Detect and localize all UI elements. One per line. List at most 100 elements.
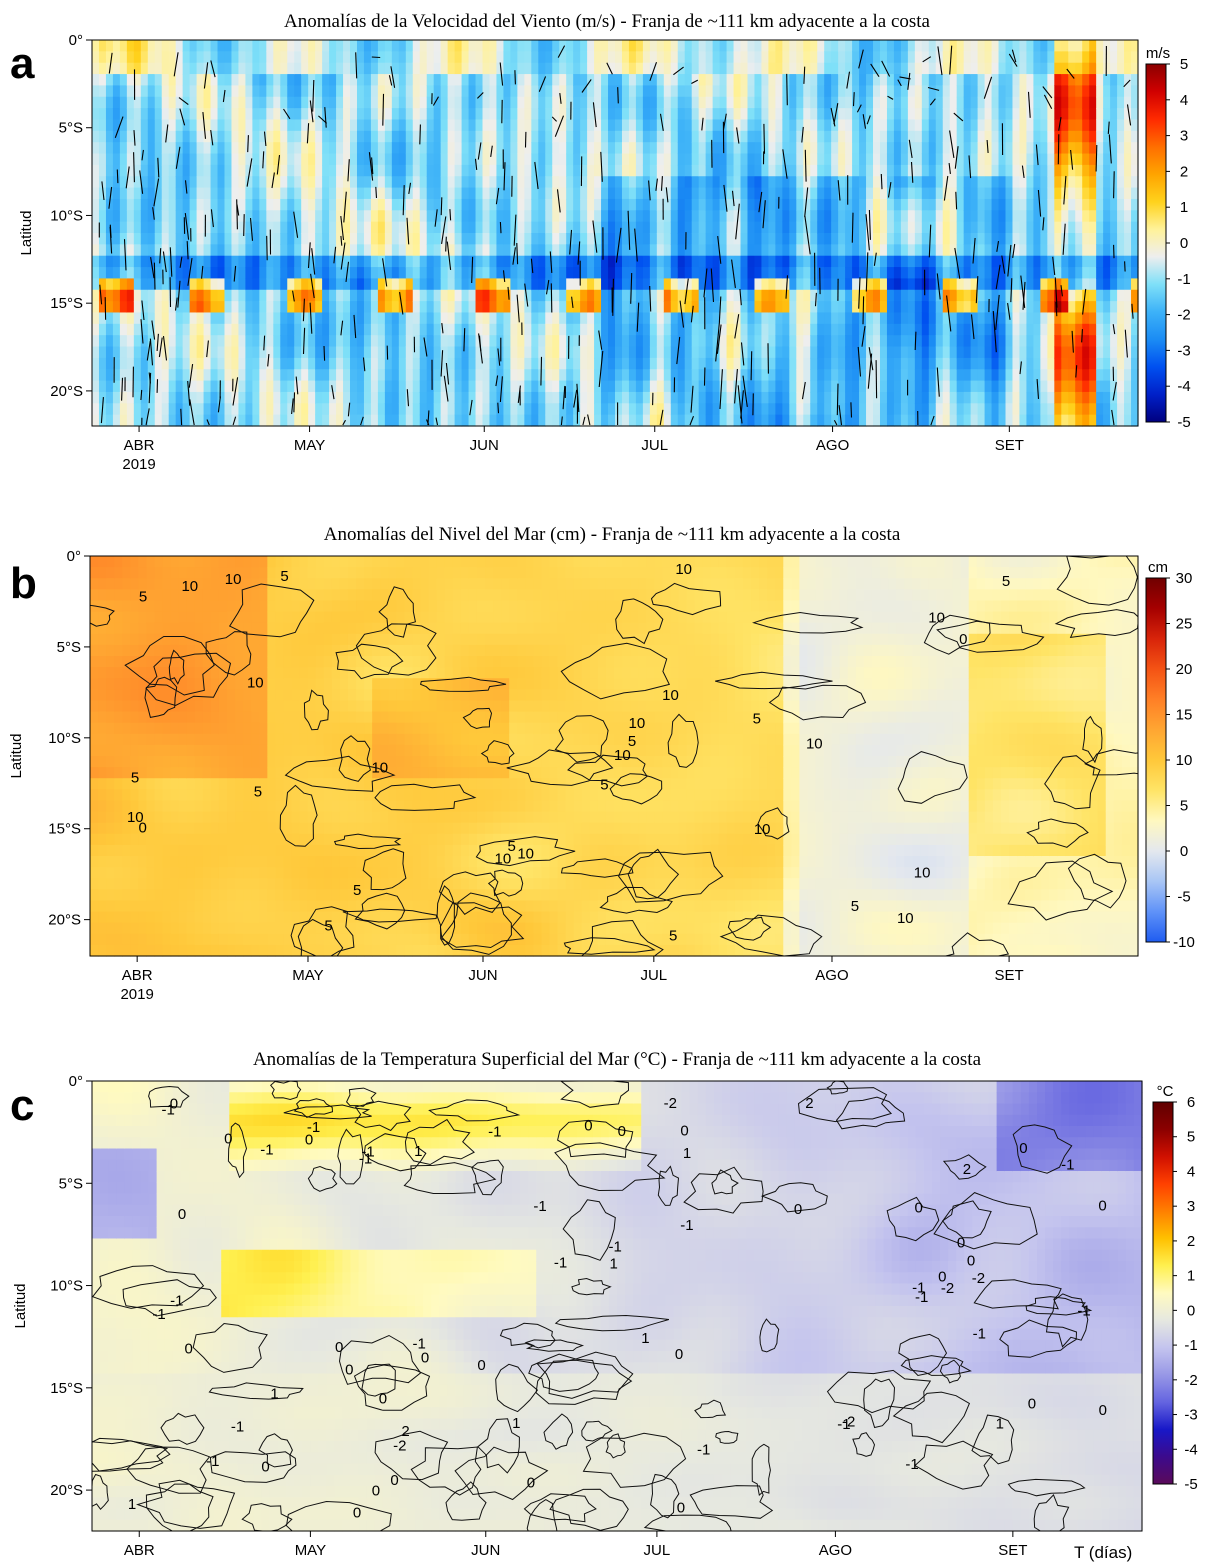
panel-a-cell: [440, 289, 449, 302]
panel-a-cell: [810, 62, 818, 75]
panel-a-cell: [489, 210, 498, 223]
panel-a-cell: [266, 323, 274, 336]
panel-a-cell: [900, 130, 909, 143]
panel-a-cell: [343, 335, 351, 348]
panel-a-cell: [336, 380, 344, 393]
panel-a-cell: [942, 221, 951, 234]
panel-a-cell: [573, 176, 581, 189]
panel-a-cell: [684, 289, 693, 302]
panel-a-cell: [608, 403, 616, 416]
panel-a-cell: [133, 198, 142, 211]
panel-a-cell: [1019, 278, 1028, 291]
panel-a-cell: [900, 380, 909, 393]
panel-a-cell: [294, 267, 302, 280]
panel-a-cell: [552, 85, 560, 98]
panel-a-cell: [1082, 51, 1090, 64]
panel-a-cell: [447, 323, 456, 336]
panel-a-cell: [768, 244, 776, 257]
panel-a-cell: [552, 255, 560, 268]
panel-a-cell: [740, 119, 749, 132]
panel-a-cell: [900, 164, 909, 177]
panel-a-cell: [782, 153, 790, 166]
panel-a-cell: [942, 301, 951, 314]
panel-a-cell: [468, 414, 477, 427]
panel-a-cell: [670, 323, 679, 336]
panel-a-cell: [859, 357, 867, 370]
panel-a-cell: [538, 210, 546, 223]
panel-a-cell: [454, 278, 463, 291]
panel-a-cell: [419, 414, 428, 427]
panel-a-cell: [733, 176, 742, 189]
panel-a-cell: [538, 278, 546, 291]
panel-a-cell: [210, 369, 219, 382]
panel-a-cell: [154, 335, 163, 348]
panel-a-cell: [315, 357, 323, 370]
panel-a-cell: [838, 323, 846, 336]
panel-a-cell: [133, 312, 142, 325]
panel-a-cell: [907, 142, 916, 155]
panel-a-cell: [956, 301, 965, 314]
panel-a-cell: [426, 346, 435, 359]
panel-a-cell: [182, 119, 191, 132]
panel-a-cell: [280, 278, 288, 291]
panel-a-cell: [873, 221, 881, 234]
panel-a-cell: [1054, 130, 1062, 143]
panel-a-cell: [1040, 289, 1048, 302]
panel-a-cell: [552, 187, 560, 200]
panel-a-cell: [1054, 198, 1062, 211]
panel-a-cell: [503, 403, 511, 416]
panel-a-cell: [991, 403, 1000, 416]
panel-a-cell: [775, 233, 783, 245]
panel-a-cell: [475, 164, 484, 177]
panel-a-cell: [315, 346, 323, 359]
panel-a-cell: [92, 301, 100, 314]
panel-a-cell: [1075, 244, 1083, 257]
panel-a-cell: [405, 108, 414, 121]
panel-a-cell: [92, 176, 100, 189]
panel-a-cell: [405, 278, 414, 291]
panel-a-cell: [691, 51, 700, 64]
panel-a-cell: [761, 164, 770, 177]
panel-a-cell: [893, 357, 902, 370]
panel-a-cell: [705, 244, 714, 257]
panel-a-cell: [984, 187, 993, 200]
panel-a-cell: [628, 335, 637, 348]
panel-a-cell: [1096, 391, 1104, 404]
panel-a-cell: [705, 414, 714, 427]
panel-a-cell: [322, 323, 330, 336]
panel-a-cell: [635, 255, 644, 268]
panel-a-cell: [726, 414, 735, 427]
panel-a-cell: [461, 244, 470, 257]
panel-a-cell: [126, 119, 135, 132]
panel-a-cell: [363, 312, 372, 325]
panel-a-cell: [1005, 357, 1014, 370]
panel-a-cell: [1033, 164, 1041, 177]
panel-a-cell: [649, 289, 658, 302]
panel-a-cell: [273, 414, 281, 427]
panel-a-cell: [433, 210, 442, 223]
panel-a-cell: [914, 153, 923, 166]
panel-a-cell: [105, 403, 114, 416]
panel-a-cell: [740, 62, 749, 75]
panel-a-cell: [287, 391, 295, 404]
panel-a-cell: [287, 312, 295, 325]
panel-a-cell: [1033, 357, 1041, 370]
panel-a-cell: [956, 335, 965, 348]
panel-a-cell: [329, 403, 337, 416]
panel-a-cell: [161, 85, 170, 98]
panel-a-cell: [273, 301, 281, 314]
panel-a-cell: [782, 414, 790, 427]
panel-a-cell: [1054, 289, 1062, 302]
panel-a-cell: [426, 335, 435, 348]
panel-a-cell: [698, 369, 707, 382]
panel-a-cell: [677, 391, 686, 404]
panel-a-cell: [663, 62, 672, 75]
panel-a-cell: [168, 357, 177, 370]
panel-a-cell: [677, 176, 686, 189]
panel-a-cell: [1040, 403, 1048, 416]
panel-a-cell: [594, 130, 602, 143]
panel-a-cell: [656, 312, 665, 325]
panel-a-cell: [775, 221, 783, 234]
panel-a-cell: [384, 244, 393, 257]
panel-a-cell: [642, 369, 651, 382]
